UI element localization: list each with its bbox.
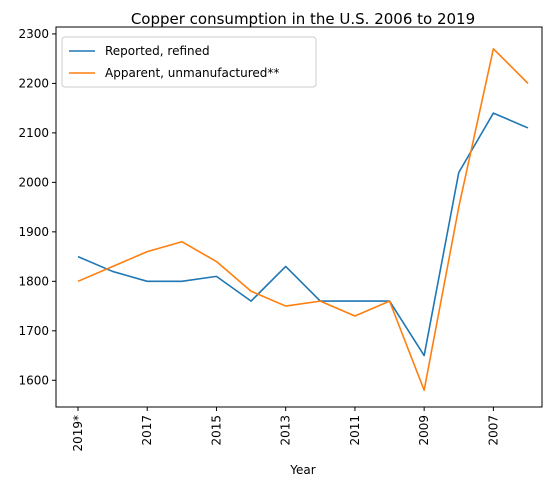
legend-label-1: Apparent, unmanufactured** — [105, 66, 279, 80]
y-tick-label: 1800 — [18, 274, 49, 288]
y-tick-label: 1700 — [18, 324, 49, 338]
y-axis: 1600 1700 1800 1900 2000 2100 2200 2300 — [18, 27, 56, 387]
x-tick-label: 2017 — [140, 415, 154, 446]
chart-title: Copper consumption in the U.S. 2006 to 2… — [131, 10, 475, 28]
series-line-0 — [77, 112, 529, 357]
x-tick-label: 2013 — [279, 415, 293, 446]
x-tick-label: 2009 — [417, 415, 431, 446]
plot-area — [56, 27, 542, 407]
x-tick-label: 2007 — [486, 415, 500, 446]
series-line-1 — [77, 47, 529, 391]
x-tick-label: 2015 — [209, 415, 223, 446]
y-tick-label: 2000 — [18, 175, 49, 189]
y-tick-label: 2200 — [18, 76, 49, 90]
y-tick-label: 1600 — [18, 373, 49, 387]
legend: Reported, refined Apparent, unmanufacture… — [61, 36, 317, 88]
legend-label-0: Reported, refined — [105, 44, 210, 58]
x-tick-label: 2019* — [71, 415, 85, 452]
legend-box — [61, 36, 317, 88]
y-tick-label: 1900 — [18, 225, 49, 239]
y-tick-label: 2100 — [18, 126, 49, 140]
plot-frame — [55, 26, 543, 408]
x-axis: 2019* 2017 2015 2013 2011 2009 2007 — [71, 407, 500, 452]
y-tick-label: 2300 — [18, 27, 49, 41]
x-axis-label: Year — [289, 463, 315, 477]
x-tick-label: 2011 — [348, 415, 362, 446]
series-lines — [77, 47, 529, 391]
